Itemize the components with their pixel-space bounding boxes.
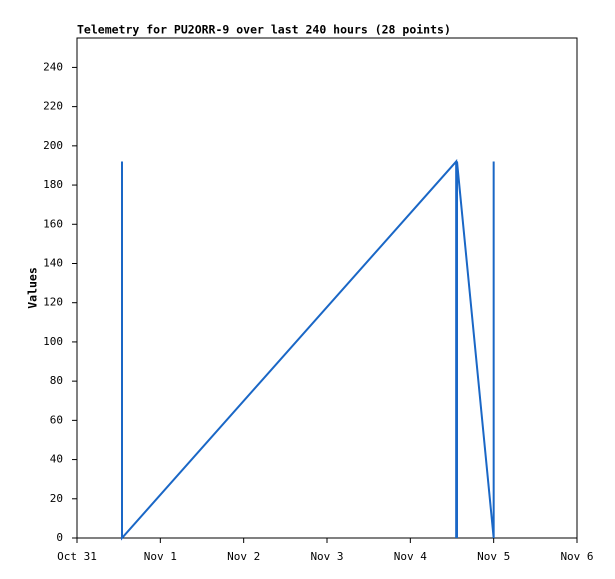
y-tick-label: 160 [43, 217, 63, 230]
chart-title: Telemetry for PU2ORR-9 over last 240 hou… [77, 23, 451, 37]
y-tick-label: 120 [43, 296, 63, 309]
x-tick-label: Nov 2 [227, 550, 260, 563]
y-tick-label: 0 [56, 531, 63, 544]
y-tick-label: 180 [43, 178, 63, 191]
x-tick-label: Nov 1 [144, 550, 177, 563]
y-tick-label: 60 [50, 413, 63, 426]
y-tick-label: 200 [43, 139, 63, 152]
x-tick-label: Nov 4 [394, 550, 427, 563]
y-tick-label: 240 [43, 60, 63, 73]
y-tick-label: 80 [50, 374, 63, 387]
x-tick-label: Oct 31 [57, 550, 97, 563]
x-tick-label: Nov 6 [560, 550, 593, 563]
y-tick-label: 20 [50, 492, 63, 505]
x-tick-label: Nov 5 [477, 550, 510, 563]
x-tick-label: Nov 3 [310, 550, 343, 563]
y-tick-label: 100 [43, 335, 63, 348]
y-tick-label: 40 [50, 453, 63, 466]
y-axis-label: Values [26, 267, 40, 309]
y-tick-label: 220 [43, 100, 63, 113]
y-tick-label: 140 [43, 256, 63, 269]
data-line [121, 158, 495, 541]
